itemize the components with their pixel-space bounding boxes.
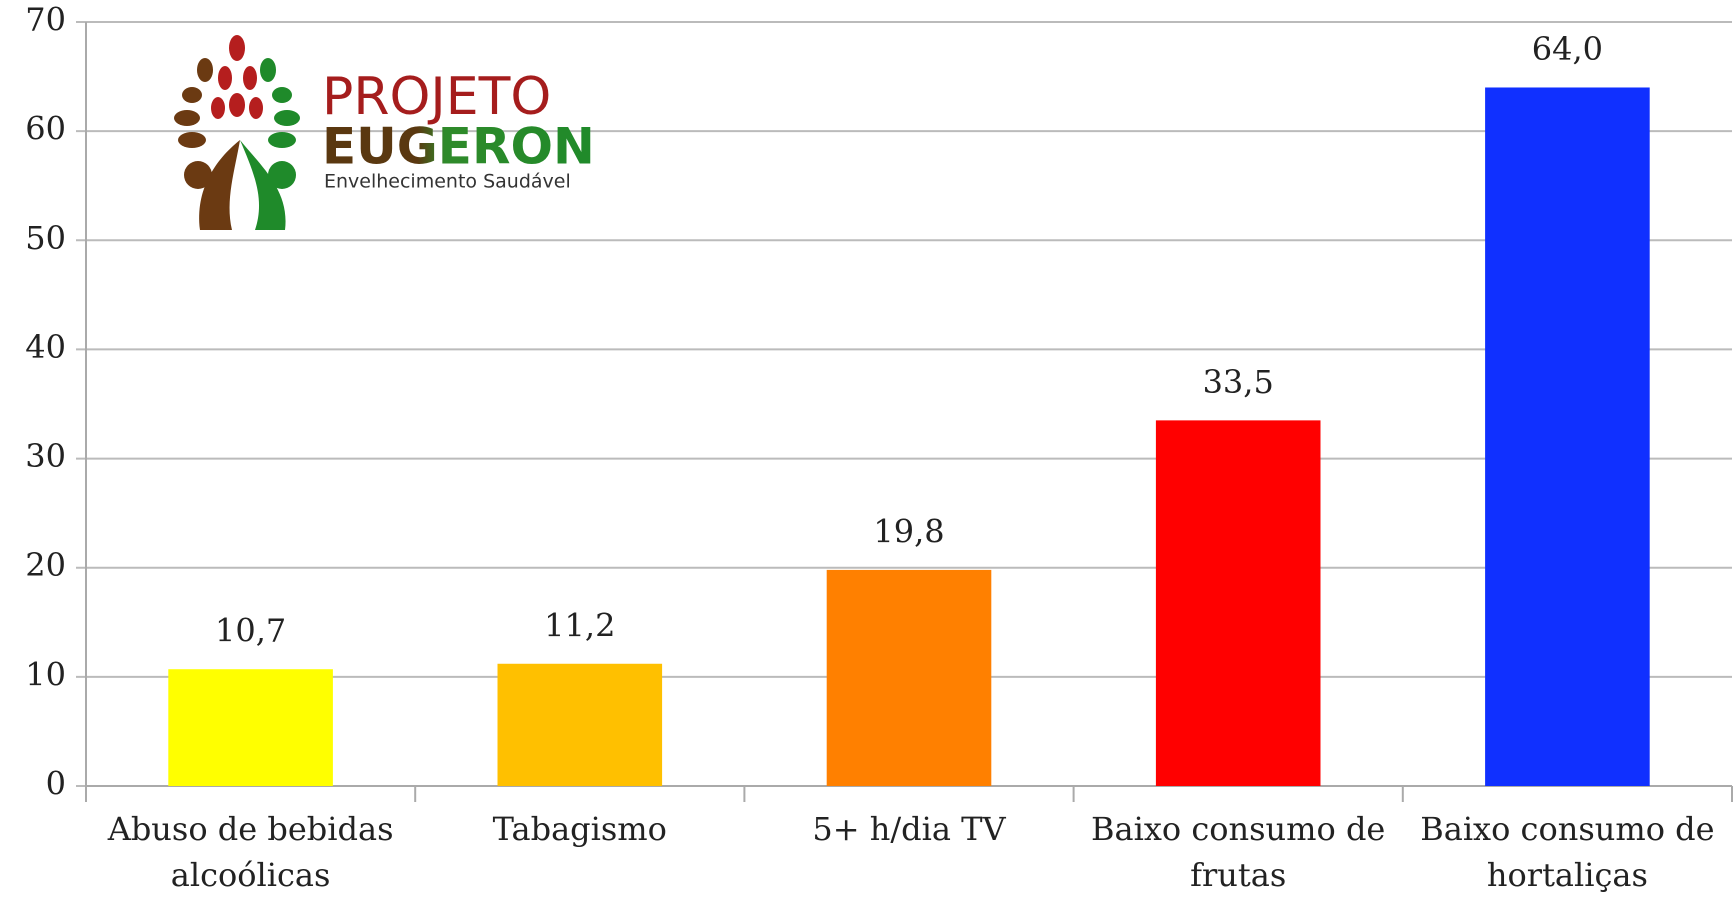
y-tick-label: 50 [25, 219, 66, 257]
y-tick-label: 40 [25, 328, 66, 366]
y-tick-label: 0 [46, 765, 66, 803]
y-tick-label: 10 [25, 655, 66, 693]
y-tick-label: 30 [25, 437, 66, 475]
value-label: 11,2 [544, 606, 615, 644]
value-label: 64,0 [1532, 30, 1603, 68]
bar [826, 569, 992, 786]
logo-line1: PROJETO [322, 67, 551, 127]
x-tick-label: Tabagismo [492, 810, 667, 848]
x-tick-label: 5+ h/dia TV [812, 810, 1006, 848]
bar [497, 663, 663, 786]
x-tick-label: Baixo consumo de hortaliças [1420, 810, 1715, 894]
logo-tagline: Envelhecimento Saudável [324, 171, 571, 193]
logo-icon [174, 35, 300, 230]
value-label: 33,5 [1203, 363, 1274, 401]
bar [168, 669, 333, 786]
logo-line2: EUGERON [322, 118, 595, 176]
y-tick-label: 60 [25, 110, 66, 148]
bar [1485, 87, 1650, 786]
value-label: 19,8 [873, 512, 944, 550]
y-tick-label: 20 [25, 546, 66, 584]
x-tick-label: Abuso de bebidas alcoólicas [107, 810, 394, 894]
y-tick-label: 70 [25, 1, 66, 39]
x-tick-label: Baixo consumo de frutas [1091, 810, 1386, 894]
bar [1155, 420, 1321, 786]
plot: 0 10 20 30 40 50 60 70 10,7 11,2 19,8 33,5 64,0 [25, 1, 1733, 803]
value-label: 10,7 [215, 612, 286, 650]
